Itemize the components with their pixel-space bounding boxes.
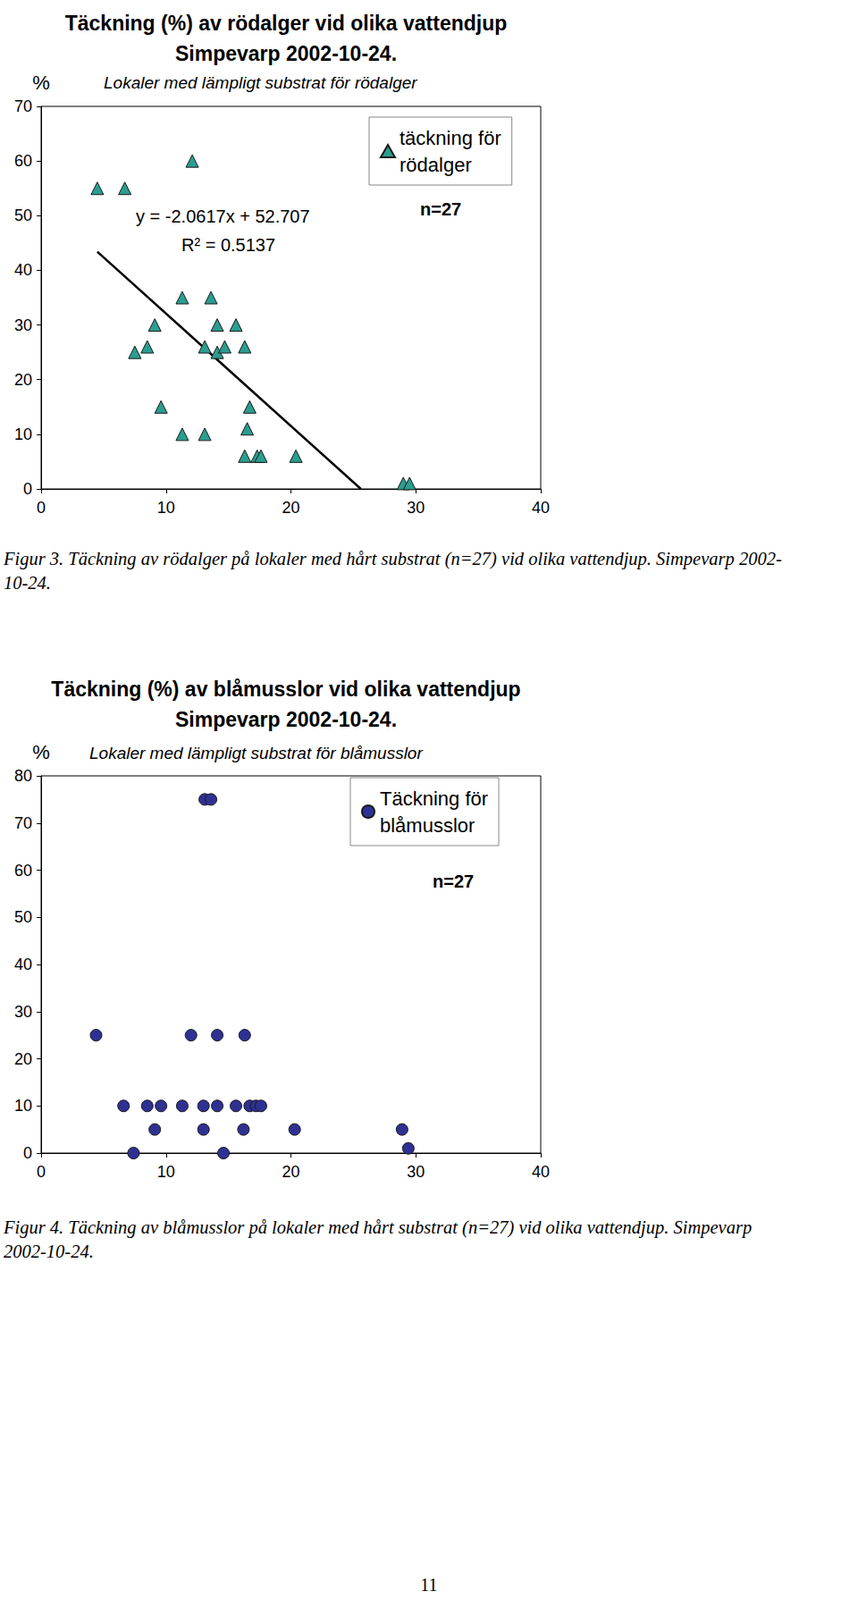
svg-text:täckning för: täckning för: [399, 126, 502, 150]
svg-text:%: %: [32, 740, 51, 764]
svg-text:30: 30: [406, 498, 425, 517]
svg-text:rödalger: rödalger: [399, 153, 472, 177]
svg-text:0: 0: [36, 1162, 46, 1181]
svg-text:10: 10: [157, 498, 176, 517]
svg-text:10: 10: [14, 425, 33, 444]
svg-text:40: 40: [14, 260, 33, 279]
svg-text:30: 30: [14, 316, 33, 335]
svg-text:0: 0: [23, 479, 33, 498]
svg-text:20: 20: [281, 498, 300, 517]
html-text:Figur 3. Täckning av rödalger: Figur 3. Täckning av rödalger på lokaler…: [3, 548, 782, 593]
svg-text:R² = 0.5137: R² = 0.5137: [181, 235, 276, 255]
svg-text:50: 50: [14, 206, 33, 225]
svg-text:10: 10: [157, 1162, 176, 1181]
svg-text:%: %: [32, 71, 51, 94]
svg-text:blåmusslor: blåmusslor: [379, 814, 475, 837]
svg-text:20: 20: [281, 1162, 300, 1181]
svg-text:Simpevarp 2002-10-24.: Simpevarp 2002-10-24.: [175, 42, 397, 66]
svg-text:n=27: n=27: [432, 871, 474, 892]
html-text:11: 11: [420, 1574, 438, 1595]
svg-text:40: 40: [531, 498, 550, 517]
svg-text:20: 20: [14, 1050, 33, 1069]
svg-text:70: 70: [14, 814, 33, 833]
svg-text:Täckning för: Täckning för: [379, 787, 488, 810]
svg-text:70: 70: [14, 97, 33, 116]
svg-text:0: 0: [23, 1144, 33, 1162]
svg-text:n=27: n=27: [420, 199, 462, 219]
svg-text:80: 80: [14, 766, 33, 785]
svg-text:Simpevarp 2002-10-24.: Simpevarp 2002-10-24.: [175, 707, 397, 732]
svg-text:Lokaler med lämpligt substrat: Lokaler med lämpligt substrat för blåmus…: [89, 743, 423, 763]
svg-text:y = -2.0617x + 52.707: y = -2.0617x + 52.707: [135, 206, 311, 227]
svg-text:Lokaler med lämpligt substrat: Lokaler med lämpligt substrat för rödalg…: [103, 73, 418, 93]
svg-text:60: 60: [14, 861, 33, 880]
svg-text:40: 40: [14, 955, 33, 974]
html-text:Figur 4. Täckning av blåmusslo: Figur 4. Täckning av blåmusslor på lokal…: [3, 1217, 752, 1261]
svg-text:Täckning (%) av blåmusslor vid: Täckning (%) av blåmusslor vid olika vat…: [50, 677, 521, 701]
svg-text:Täckning (%) av rödalger vid o: Täckning (%) av rödalger vid olika vatte…: [65, 11, 508, 35]
svg-text:40: 40: [531, 1162, 550, 1181]
svg-text:30: 30: [14, 1002, 33, 1021]
svg-text:0: 0: [36, 498, 46, 517]
svg-text:50: 50: [14, 908, 33, 926]
svg-text:30: 30: [406, 1162, 425, 1181]
svg-text:60: 60: [14, 151, 33, 170]
svg-text:20: 20: [14, 370, 33, 389]
svg-text:10: 10: [14, 1096, 33, 1115]
